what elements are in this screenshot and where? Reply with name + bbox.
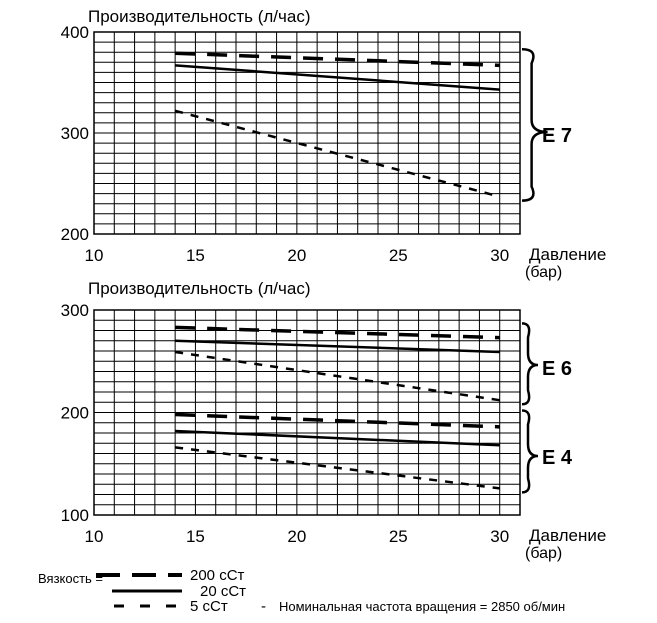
x-tick-label: 30 <box>490 527 509 546</box>
x-tick-label: 25 <box>389 246 408 265</box>
series-line <box>175 325 500 340</box>
x-tick-label: 20 <box>287 246 306 265</box>
y-tick-label: 200 <box>61 225 89 244</box>
legend-separator: - <box>261 598 266 615</box>
series-line <box>174 109 501 198</box>
x-tick-label: 20 <box>287 527 306 546</box>
group-label: E 7 <box>542 125 572 147</box>
chart-title: Производительность (л/час) <box>88 279 311 298</box>
series-line <box>174 350 500 402</box>
grid-layer <box>93 31 521 516</box>
legend-prefix: Вязкость = <box>38 571 103 586</box>
x-axis-unit: (бар) <box>525 264 562 281</box>
chart-title: Производительность (л/час) <box>88 7 311 26</box>
x-axis-label: Давление <box>529 526 606 545</box>
rpm-note: Номинальная частота вращения = 2850 об/м… <box>279 599 565 614</box>
series-line <box>175 51 500 68</box>
x-tick-label: 25 <box>389 527 408 546</box>
text-layer: Производительность (л/час) Производитель… <box>38 7 606 615</box>
series-line <box>175 412 500 429</box>
y-tick-label: 200 <box>61 404 89 423</box>
series-line <box>174 446 500 490</box>
group-bracket <box>521 47 548 202</box>
legend-label: 200 сСт <box>190 567 245 584</box>
plot-frame <box>93 31 521 235</box>
x-tick-label: 15 <box>186 246 205 265</box>
y-tick-label: 300 <box>61 301 89 320</box>
x-tick-label: 10 <box>85 527 104 546</box>
legend-label: 20 сСт <box>200 583 246 600</box>
legend-label: 5 сСт <box>190 598 228 615</box>
x-tick-label: 30 <box>490 246 509 265</box>
x-axis-unit: (бар) <box>525 545 562 562</box>
group-bracket <box>521 409 539 494</box>
x-tick-label: 15 <box>186 527 205 546</box>
x-axis-label: Давление <box>529 245 606 264</box>
series-line <box>175 64 500 91</box>
y-tick-label: 300 <box>61 124 89 143</box>
group-bracket <box>521 322 539 406</box>
y-tick-label: 100 <box>61 506 89 525</box>
group-label: E 4 <box>542 447 573 469</box>
plot-frame <box>93 309 521 516</box>
y-tick-label: 400 <box>61 23 89 42</box>
series-line <box>175 339 500 354</box>
series-line <box>175 429 500 447</box>
group-label: E 6 <box>542 358 572 380</box>
lines-layer <box>96 47 548 608</box>
x-tick-label: 10 <box>85 246 104 265</box>
